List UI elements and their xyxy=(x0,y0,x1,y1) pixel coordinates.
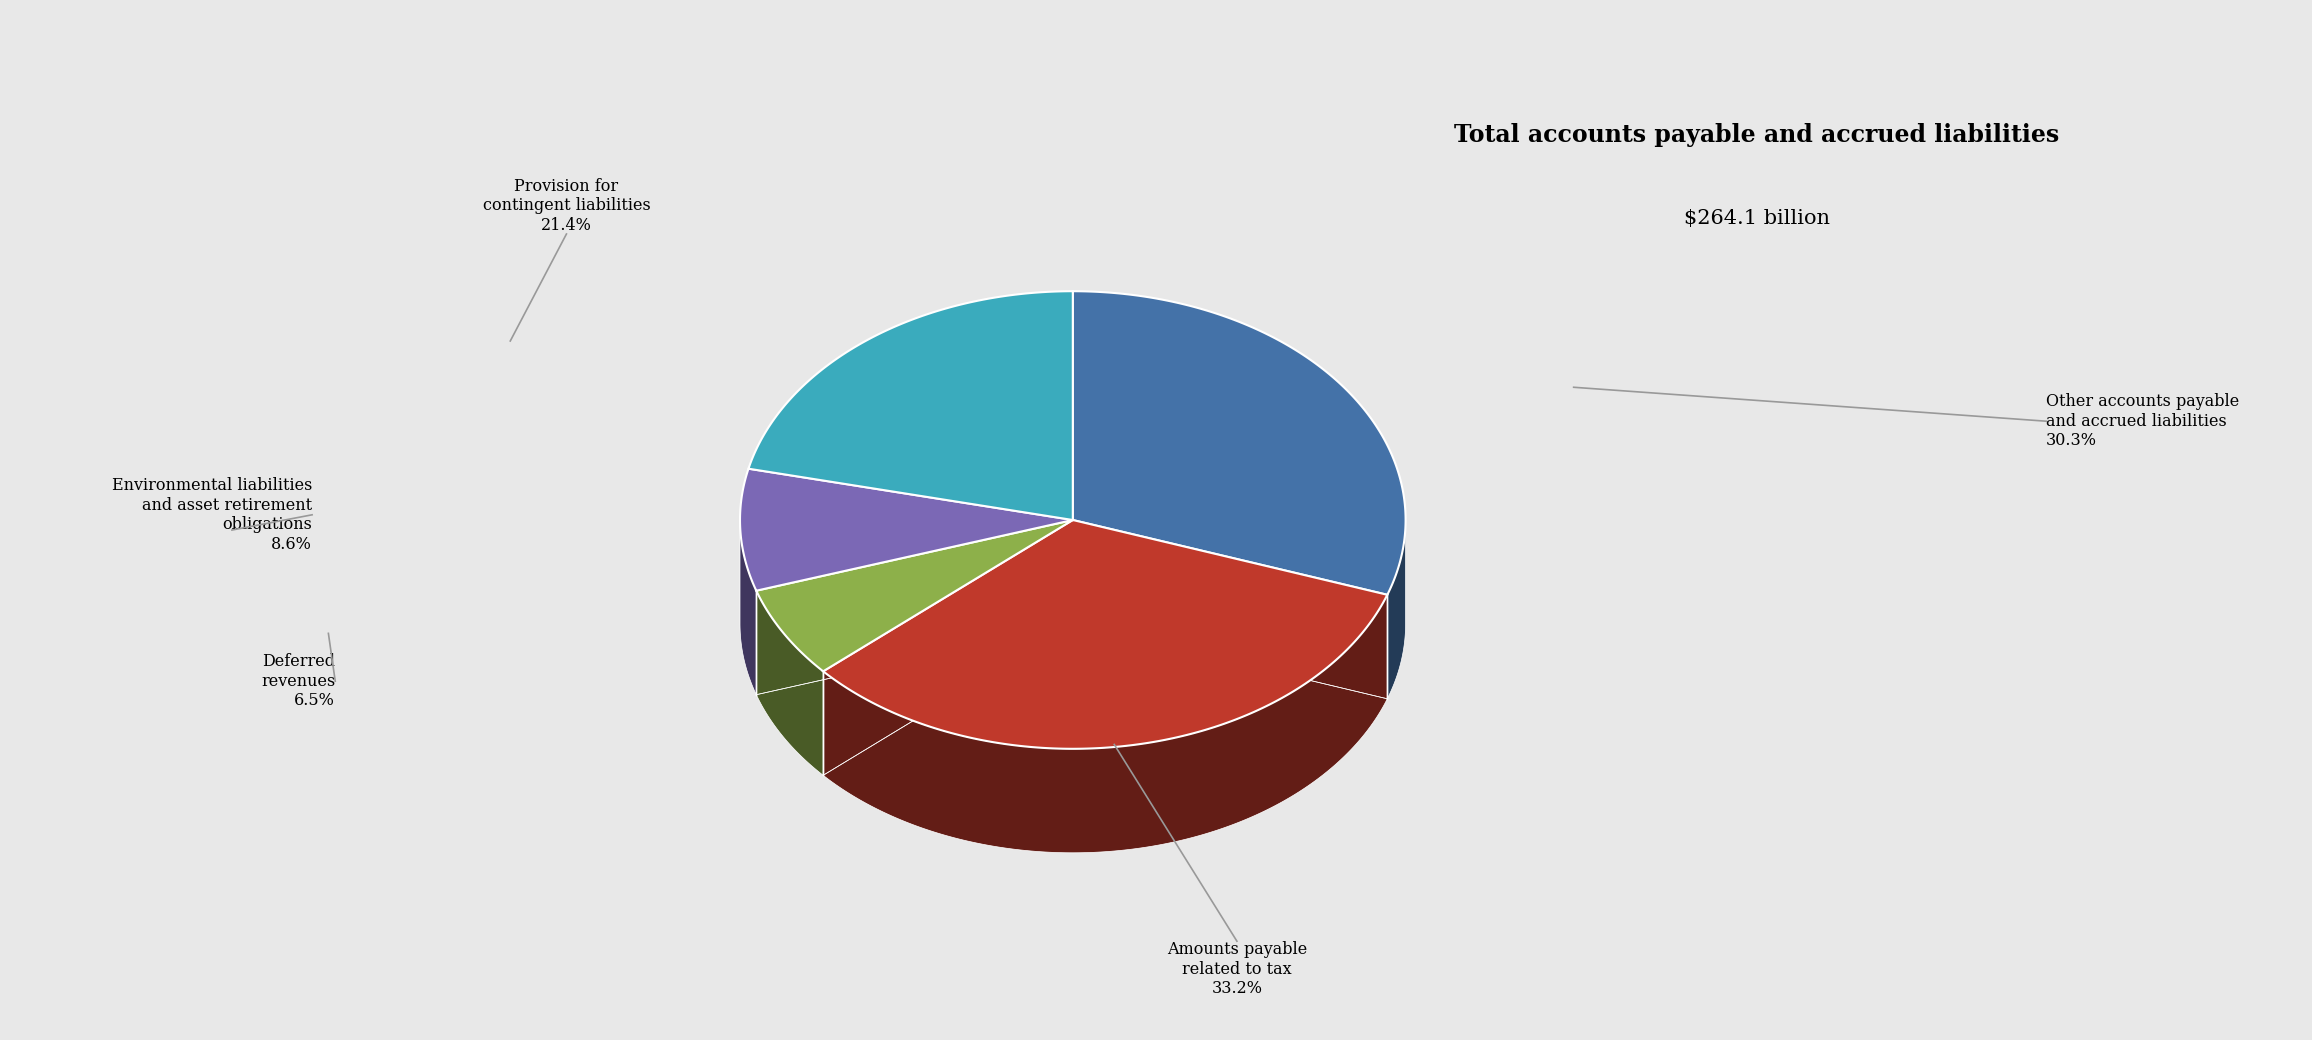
Polygon shape xyxy=(749,291,1073,520)
Polygon shape xyxy=(823,595,1387,853)
Text: $264.1 billion: $264.1 billion xyxy=(1683,209,1831,228)
Text: Provision for
contingent liabilities
21.4%: Provision for contingent liabilities 21.… xyxy=(483,178,650,234)
Text: Amounts payable
related to tax
33.2%: Amounts payable related to tax 33.2% xyxy=(1168,941,1306,997)
Text: Total accounts payable and accrued liabilities: Total accounts payable and accrued liabi… xyxy=(1454,123,2060,148)
Polygon shape xyxy=(1073,291,1406,595)
Text: Environmental liabilities
and asset retirement
obligations
8.6%: Environmental liabilities and asset reti… xyxy=(111,477,312,552)
Text: Deferred
revenues
6.5%: Deferred revenues 6.5% xyxy=(261,653,335,709)
Polygon shape xyxy=(740,469,1073,591)
Polygon shape xyxy=(756,520,1073,671)
Polygon shape xyxy=(740,520,756,695)
Polygon shape xyxy=(1387,522,1406,699)
Polygon shape xyxy=(756,591,823,775)
Polygon shape xyxy=(823,520,1387,749)
Text: Other accounts payable
and accrued liabilities
30.3%: Other accounts payable and accrued liabi… xyxy=(2046,393,2240,449)
